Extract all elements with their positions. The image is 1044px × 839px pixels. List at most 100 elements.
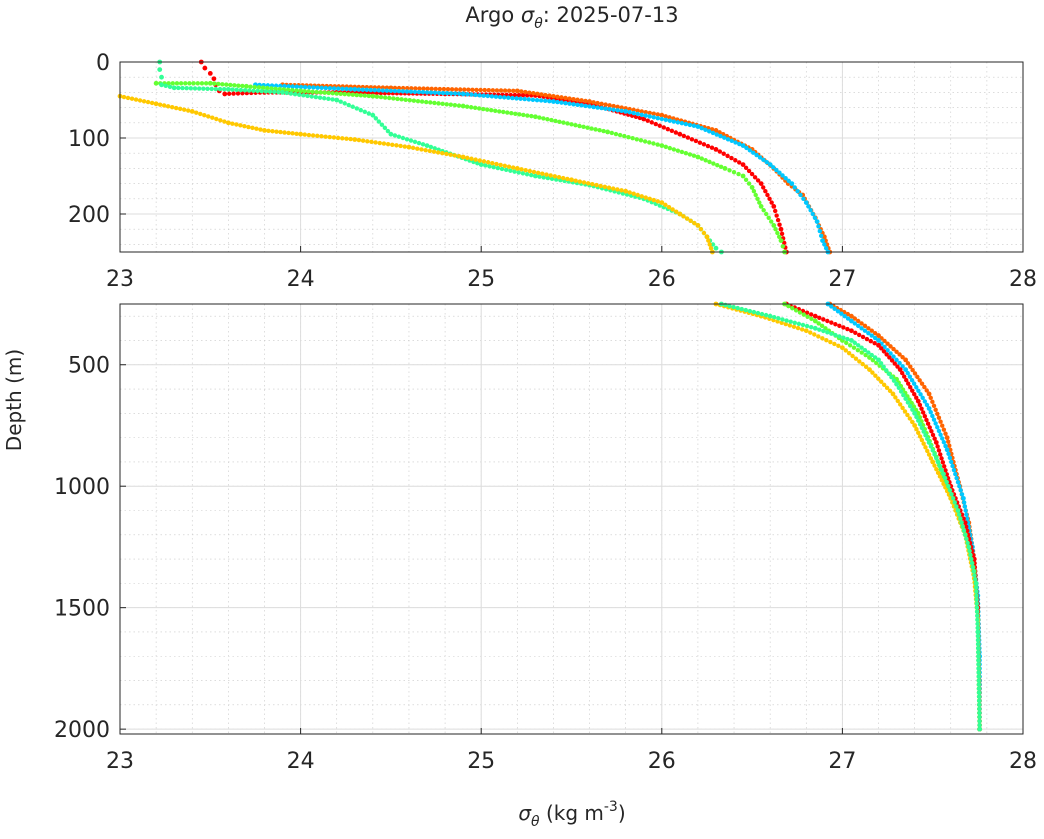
data-point	[234, 122, 239, 127]
data-point	[419, 99, 425, 104]
data-point	[956, 512, 962, 517]
data-point	[553, 118, 558, 124]
data-point	[938, 419, 943, 424]
data-point	[565, 121, 570, 126]
data-point	[917, 378, 922, 383]
data-point	[776, 316, 781, 321]
data-point	[876, 357, 881, 363]
data-point	[797, 310, 803, 315]
data-point	[522, 96, 527, 102]
data-point	[541, 116, 546, 121]
data-point	[804, 310, 810, 315]
data-point	[746, 181, 752, 186]
data-point	[400, 89, 406, 94]
data-point	[718, 133, 723, 139]
data-point	[358, 107, 363, 113]
data-point	[420, 142, 426, 147]
data-point	[651, 141, 656, 146]
data-point	[929, 429, 934, 434]
data-point	[933, 421, 938, 426]
x-tick-label: 24	[287, 749, 315, 774]
data-point	[939, 467, 944, 473]
data-point	[490, 88, 496, 93]
data-point	[631, 191, 636, 196]
lower-axes-box	[119, 303, 1024, 735]
data-point	[767, 313, 773, 319]
data-point	[317, 95, 323, 100]
data-point	[825, 318, 830, 324]
data-point	[743, 307, 748, 313]
data-point	[705, 143, 711, 149]
data-point	[808, 208, 813, 213]
data-point	[922, 384, 927, 390]
data-point	[399, 97, 404, 102]
data-point	[288, 91, 294, 96]
data-point	[242, 123, 247, 129]
data-point	[779, 231, 785, 236]
data-point	[867, 367, 872, 372]
data-point	[684, 216, 690, 221]
data-point	[947, 488, 953, 493]
data-point	[643, 109, 648, 115]
data-point	[793, 308, 799, 313]
data-point	[964, 536, 969, 542]
data-point	[256, 85, 262, 90]
data-point	[786, 303, 791, 309]
data-point	[294, 88, 299, 93]
data-point	[453, 87, 459, 92]
data-point	[262, 127, 267, 133]
data-point	[436, 90, 442, 96]
data-point	[217, 86, 223, 92]
data-point	[581, 180, 587, 185]
data-point	[232, 83, 237, 88]
data-point	[512, 92, 518, 98]
data-point	[486, 87, 491, 93]
data-point	[166, 81, 171, 86]
data-point	[966, 544, 972, 550]
data-point	[832, 341, 837, 347]
data-point	[912, 391, 917, 397]
data-point	[428, 100, 433, 105]
data-point	[532, 114, 538, 120]
data-point	[392, 88, 398, 94]
data-point	[591, 104, 596, 110]
data-point	[663, 117, 669, 123]
data-point	[129, 96, 135, 101]
data-point	[812, 332, 817, 337]
data-point	[362, 93, 368, 98]
data-point	[465, 155, 470, 161]
data-point	[840, 345, 845, 351]
data-point	[282, 83, 287, 89]
data-point	[535, 91, 540, 97]
data-point	[951, 467, 957, 473]
data-point	[456, 103, 462, 108]
data-point	[828, 339, 833, 345]
data-point	[879, 379, 884, 384]
data-point	[944, 447, 950, 453]
data-point	[306, 89, 311, 94]
data-point	[941, 440, 947, 445]
data-point	[240, 83, 245, 89]
data-point	[974, 601, 979, 606]
data-point	[919, 406, 924, 411]
data-point	[627, 190, 632, 195]
data-point	[695, 154, 701, 160]
data-point	[976, 698, 982, 703]
data-point	[490, 160, 495, 166]
data-point	[914, 426, 919, 432]
data-point	[976, 650, 981, 655]
data-point	[330, 91, 335, 96]
data-point	[958, 488, 963, 493]
data-point	[844, 340, 849, 346]
data-point	[225, 86, 231, 92]
data-point	[849, 328, 854, 334]
data-point	[859, 321, 864, 326]
data-point	[531, 91, 536, 96]
data-point	[519, 89, 524, 94]
data-point	[743, 165, 749, 170]
data-point	[330, 97, 335, 102]
data-point	[173, 105, 179, 111]
data-point	[336, 86, 341, 91]
data-point	[595, 105, 600, 110]
data-point	[420, 90, 426, 95]
